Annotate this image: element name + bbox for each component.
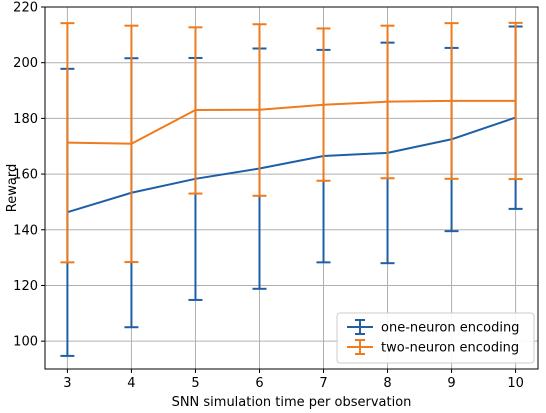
legend: one-neuron encoding two-neuron encoding	[336, 312, 535, 364]
legend-label: one-neuron encoding	[381, 321, 519, 336]
y-tick-label: 100	[13, 335, 38, 350]
y-tick-label: 160	[13, 168, 38, 183]
x-tick-label: 8	[383, 376, 391, 391]
x-tick-label: 7	[319, 376, 327, 391]
series-1	[60, 25, 523, 357]
x-tick-label: 3	[63, 376, 71, 391]
series-line	[67, 99, 516, 145]
y-tick-label: 140	[13, 223, 38, 238]
y-tick-label: 120	[13, 279, 38, 294]
x-tick-label: 4	[127, 376, 135, 391]
y-tick-label: 200	[13, 56, 38, 71]
x-tick-label: 5	[191, 376, 199, 391]
x-tick-label: 6	[255, 376, 263, 391]
y-tick-label: 220	[13, 1, 38, 16]
x-axis-label: SNN simulation time per observation	[172, 395, 412, 410]
legend-box	[336, 312, 535, 364]
series-line	[67, 116, 516, 214]
series-2	[60, 21, 523, 264]
y-axis: 100 120 140 160 180 200 220	[13, 1, 45, 350]
legend-label: two-neuron encoding	[381, 341, 519, 356]
y-axis-label: Reward	[5, 164, 20, 212]
x-tick-label: 9	[447, 376, 455, 391]
y-tick-label: 180	[13, 112, 38, 127]
plot-series	[60, 21, 523, 357]
x-tick-label: 10	[507, 376, 524, 391]
legend-item: one-neuron encoding	[347, 319, 519, 336]
plot-frame	[44, 6, 539, 370]
legend-item: two-neuron encoding	[347, 339, 519, 356]
x-axis: 3 4 5 6 7 8 9 10	[63, 369, 524, 391]
